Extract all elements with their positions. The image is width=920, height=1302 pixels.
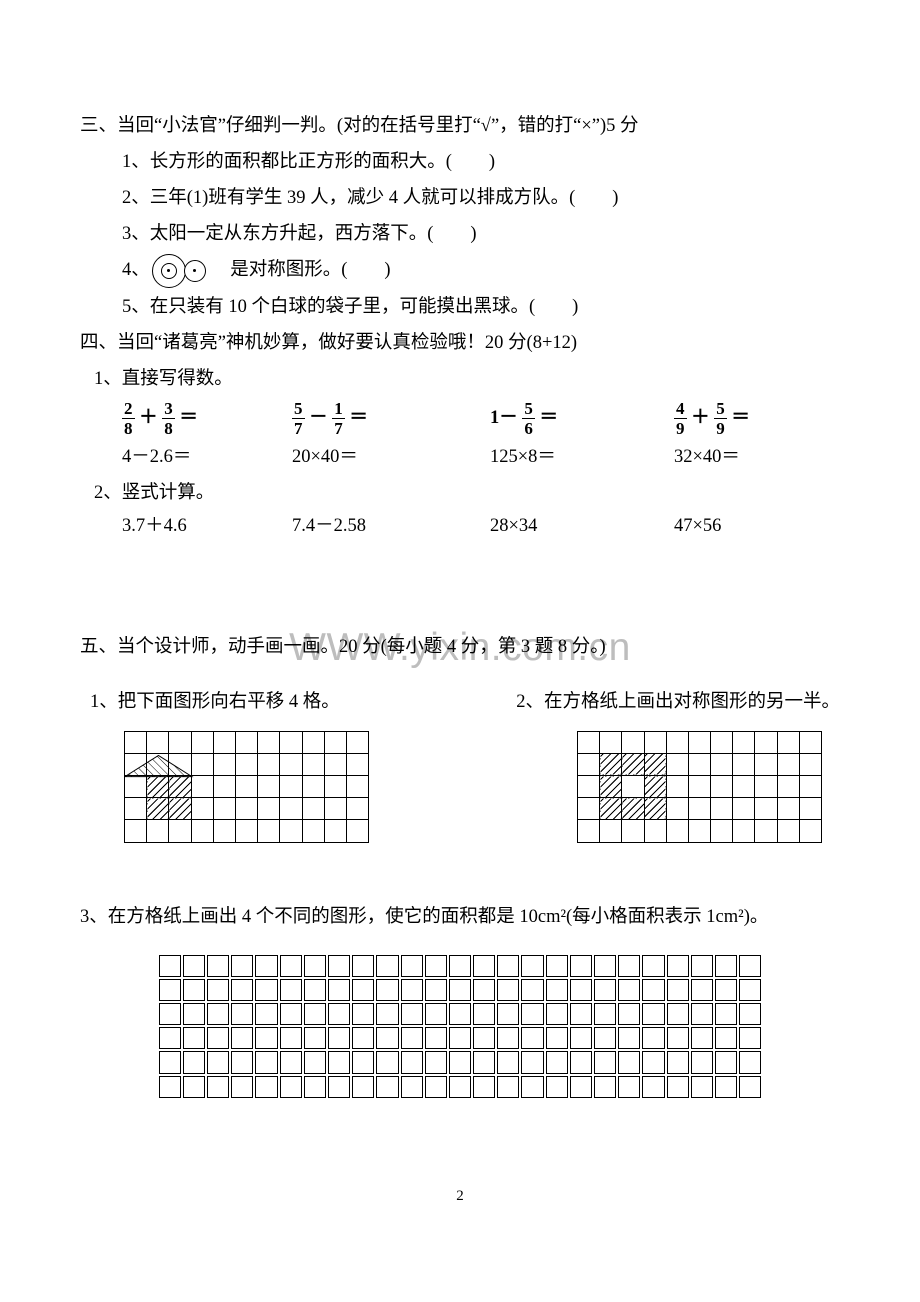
expr-2-3: 125×8＝ — [490, 440, 674, 475]
grid-2-wrap — [577, 731, 822, 843]
expr-3-4: 47×56 — [674, 511, 721, 542]
expr-1-2: 57 － 17 ＝ — [292, 397, 490, 440]
content-body: 三、当回“小法官”仔细判一判。(对的在括号里打“√”，错的打“×”)5 分 1、… — [80, 108, 840, 1205]
sec5-q1: 1、把下面图形向右平移 4 格。 — [90, 687, 340, 713]
page-number: 2 — [80, 1188, 840, 1205]
sec3-title: 三、当回“小法官”仔细判一判。(对的在括号里打“√”，错的打“×”)5 分 — [80, 108, 840, 144]
sec3-q5: 5、在只装有 10 个白球的袋子里，可能摸出黑球。( ) — [80, 289, 840, 325]
sec4-sub2: 2、竖式计算。 — [80, 475, 840, 511]
sec4-row3: 3.7＋4.6 7.4－2.58 28×34 47×56 — [80, 511, 840, 542]
sec3-q2: 2、三年(1)班有学生 39 人，减少 4 人就可以排成方队。( ) — [80, 180, 840, 216]
expr-1-1: 28 ＋ 38 ＝ — [122, 397, 292, 440]
sec5-title: 五、当个设计师，动手画一画。20 分(每小题 4 分，第 3 题 8 分。) — [80, 629, 840, 665]
expr-3-1: 3.7＋4.6 — [122, 511, 292, 542]
expr-1-4: 49 ＋ 59 ＝ — [674, 397, 750, 440]
symmetry-circles-icon — [152, 254, 206, 288]
grid-2 — [577, 731, 822, 843]
expr-2-4: 32×40＝ — [674, 440, 740, 475]
expr-3-2: 7.4－2.58 — [292, 511, 490, 542]
grid-3-wrap — [80, 953, 840, 1100]
sec3-q4: 4、 是对称图形。( ) — [80, 252, 840, 289]
sec5-q12-row: 1、把下面图形向右平移 4 格。 2、在方格纸上画出对称图形的另一半。 — [80, 687, 840, 713]
grid-1-wrap — [124, 731, 369, 843]
expr-2-2: 20×40＝ — [292, 440, 490, 475]
sec4-row1: 28 ＋ 38 ＝ 57 － 17 ＝ 1－ 56 ＝ 49 ＋ 59 ＝ — [80, 397, 840, 440]
expr-1-3: 1－ 56 ＝ — [490, 397, 674, 440]
sec4-row2: 4－2.6＝ 20×40＝ 125×8＝ 32×40＝ — [80, 440, 840, 475]
sec5-q3: 3、在方格纸上画出 4 个不同的图形，使它的面积都是 10cm²(每小格面积表示… — [80, 899, 840, 935]
grid-1 — [124, 731, 369, 843]
sec5-q2: 2、在方格纸上画出对称图形的另一半。 — [516, 687, 840, 713]
grid-3 — [157, 953, 764, 1100]
grids-row — [80, 731, 840, 843]
expr-3-3: 28×34 — [490, 511, 674, 542]
sec4-title: 四、当回“诸葛亮”神机妙算，做好要认真检验哦！20 分(8+12) — [80, 325, 840, 361]
sec3-q4-post: 是对称图形。( ) — [212, 252, 391, 289]
sec3-q3: 3、太阳一定从东方升起，西方落下。( ) — [80, 216, 840, 252]
expr-2-1: 4－2.6＝ — [122, 440, 292, 475]
sec3-q4-pre: 4、 — [122, 252, 150, 289]
sec4-sub1: 1、直接写得数。 — [80, 361, 840, 397]
sec3-q1: 1、长方形的面积都比正方形的面积大。( ) — [80, 144, 840, 180]
